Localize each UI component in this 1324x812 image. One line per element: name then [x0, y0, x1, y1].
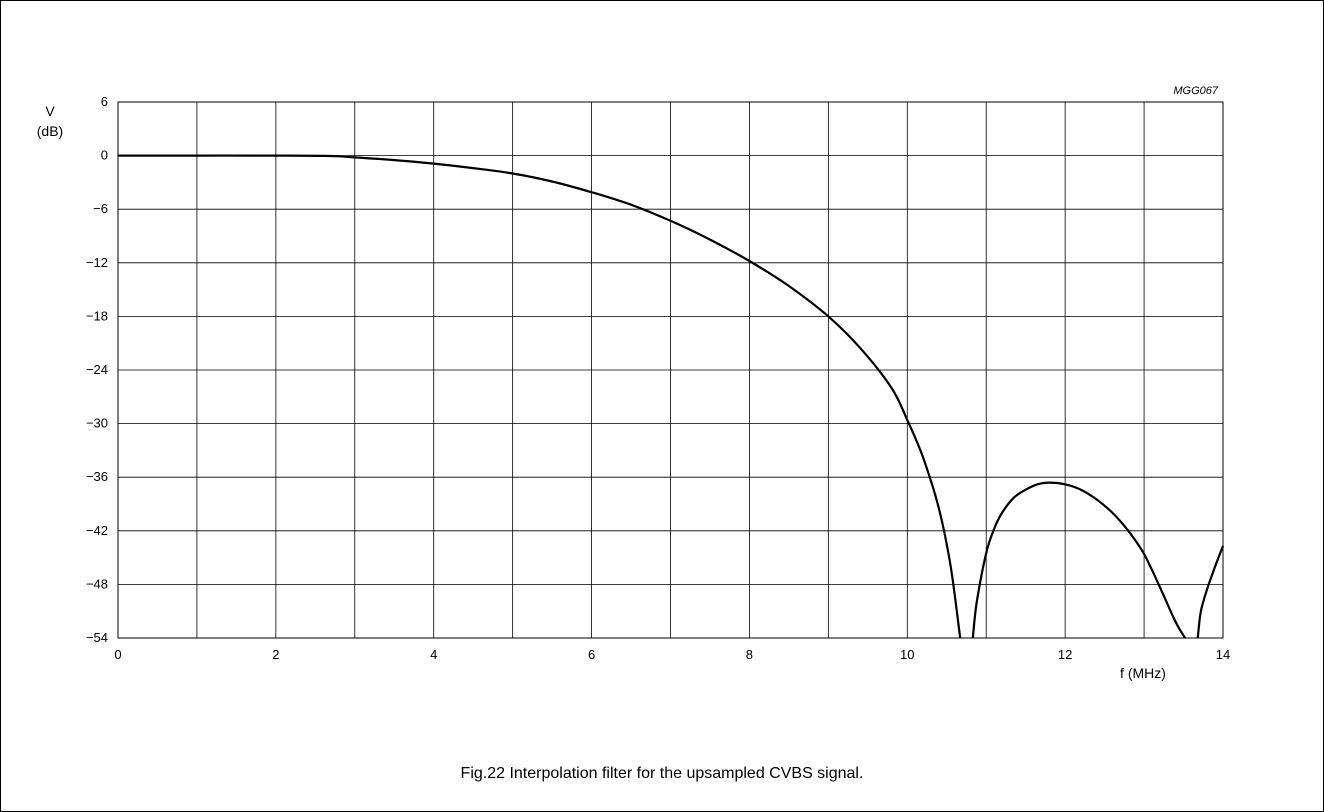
- figure-reference-code: MGG067: [1173, 85, 1219, 97]
- response-curve-segment: [971, 481, 1187, 639]
- y-axis-label-line1: V: [45, 103, 55, 119]
- y-tick-label: −42: [86, 523, 108, 538]
- plot-border: [117, 101, 1224, 639]
- x-tick-label: 2: [272, 647, 279, 662]
- y-tick-label: −36: [86, 469, 108, 484]
- tick-labels: 6 0 −6 −12 −18 −24 −30 −36 −42 −48 −54 0 2 4 6 8 10 12 14: [86, 94, 1230, 662]
- x-tick-label: 12: [1058, 647, 1072, 662]
- y-axis-label-line2: (dB): [37, 123, 63, 139]
- x-tick-label: 4: [430, 647, 437, 662]
- x-tick-label: 8: [746, 647, 753, 662]
- y-tick-label: −18: [86, 308, 108, 323]
- x-tick-label: 10: [900, 647, 914, 662]
- y-tick-label: −24: [86, 362, 108, 377]
- y-tick-label: −30: [86, 416, 108, 431]
- y-tick-label: −12: [86, 255, 108, 270]
- series-layer: [118, 154, 1225, 639]
- x-tick-label: 6: [588, 647, 595, 662]
- y-tick-label: −6: [93, 201, 108, 216]
- y-tick-label: −48: [86, 576, 108, 591]
- grid: [117, 101, 1224, 639]
- x-axis-label: f (MHz): [1120, 665, 1166, 681]
- y-tick-label: 0: [101, 148, 108, 163]
- response-curve-segment: [1196, 545, 1225, 639]
- x-tick-label: 0: [114, 647, 121, 662]
- response-curve-segment: [118, 154, 962, 639]
- figure-caption: Fig.22 Interpolation filter for the upsa…: [460, 765, 864, 782]
- x-tick-label: 14: [1216, 647, 1230, 662]
- y-tick-label: −54: [86, 630, 108, 645]
- y-tick-label: 6: [101, 94, 108, 109]
